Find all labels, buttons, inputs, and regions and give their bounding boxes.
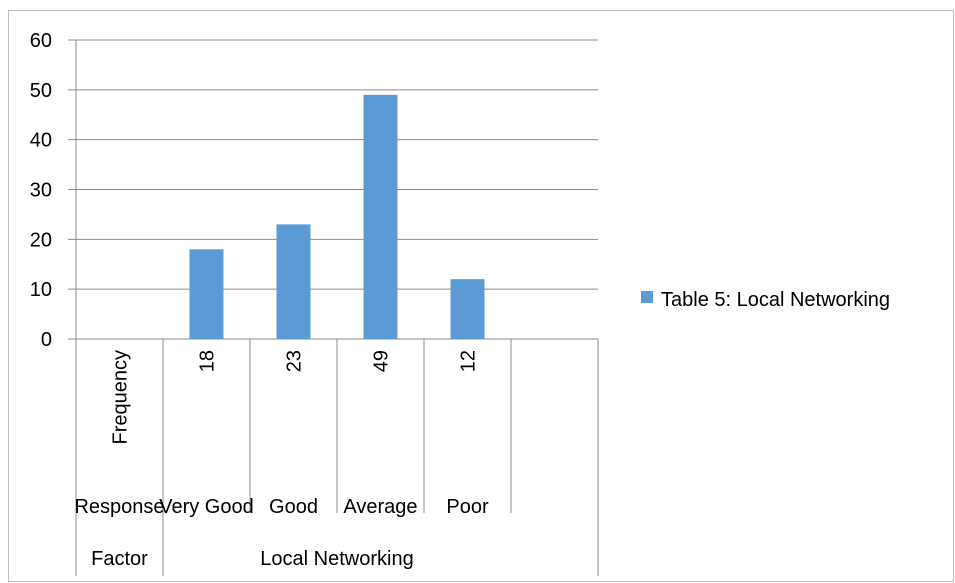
- group-label: Factor: [91, 548, 148, 570]
- legend: Table 5: Local Networking: [641, 289, 890, 311]
- gridlines: [68, 39, 598, 340]
- bars: [189, 94, 485, 339]
- y-tick-label: 20: [30, 229, 52, 251]
- category-label: Average: [343, 496, 417, 518]
- legend-label: Table 5: Local Networking: [661, 289, 890, 311]
- frequency-label: 12: [458, 350, 480, 372]
- category-label: Good: [269, 496, 318, 518]
- bar: [189, 249, 224, 339]
- bar: [363, 94, 398, 339]
- frequency-label: Frequency: [110, 350, 132, 445]
- bar: [276, 224, 311, 339]
- y-tick-label: 10: [30, 279, 52, 301]
- legend-swatch: [641, 291, 653, 303]
- y-tick-label: 50: [30, 80, 52, 102]
- frequency-label: 18: [197, 350, 219, 372]
- y-tick-label: 60: [30, 30, 52, 52]
- frequency-label: 23: [284, 350, 306, 372]
- group-label: Local Networking: [260, 548, 413, 570]
- y-tick-label: 40: [30, 130, 52, 152]
- category-label: Very Good: [159, 496, 254, 518]
- y-tick-label: 0: [41, 329, 52, 351]
- chart-frame: [8, 10, 954, 582]
- y-tick-label: 30: [30, 180, 52, 202]
- category-label: Poor: [446, 496, 489, 518]
- frequency-label: 49: [371, 350, 393, 372]
- category-label: Response: [74, 496, 164, 518]
- bar: [450, 279, 485, 339]
- y-axis-ticks: 0 10 20 30 40 50 60: [30, 30, 52, 351]
